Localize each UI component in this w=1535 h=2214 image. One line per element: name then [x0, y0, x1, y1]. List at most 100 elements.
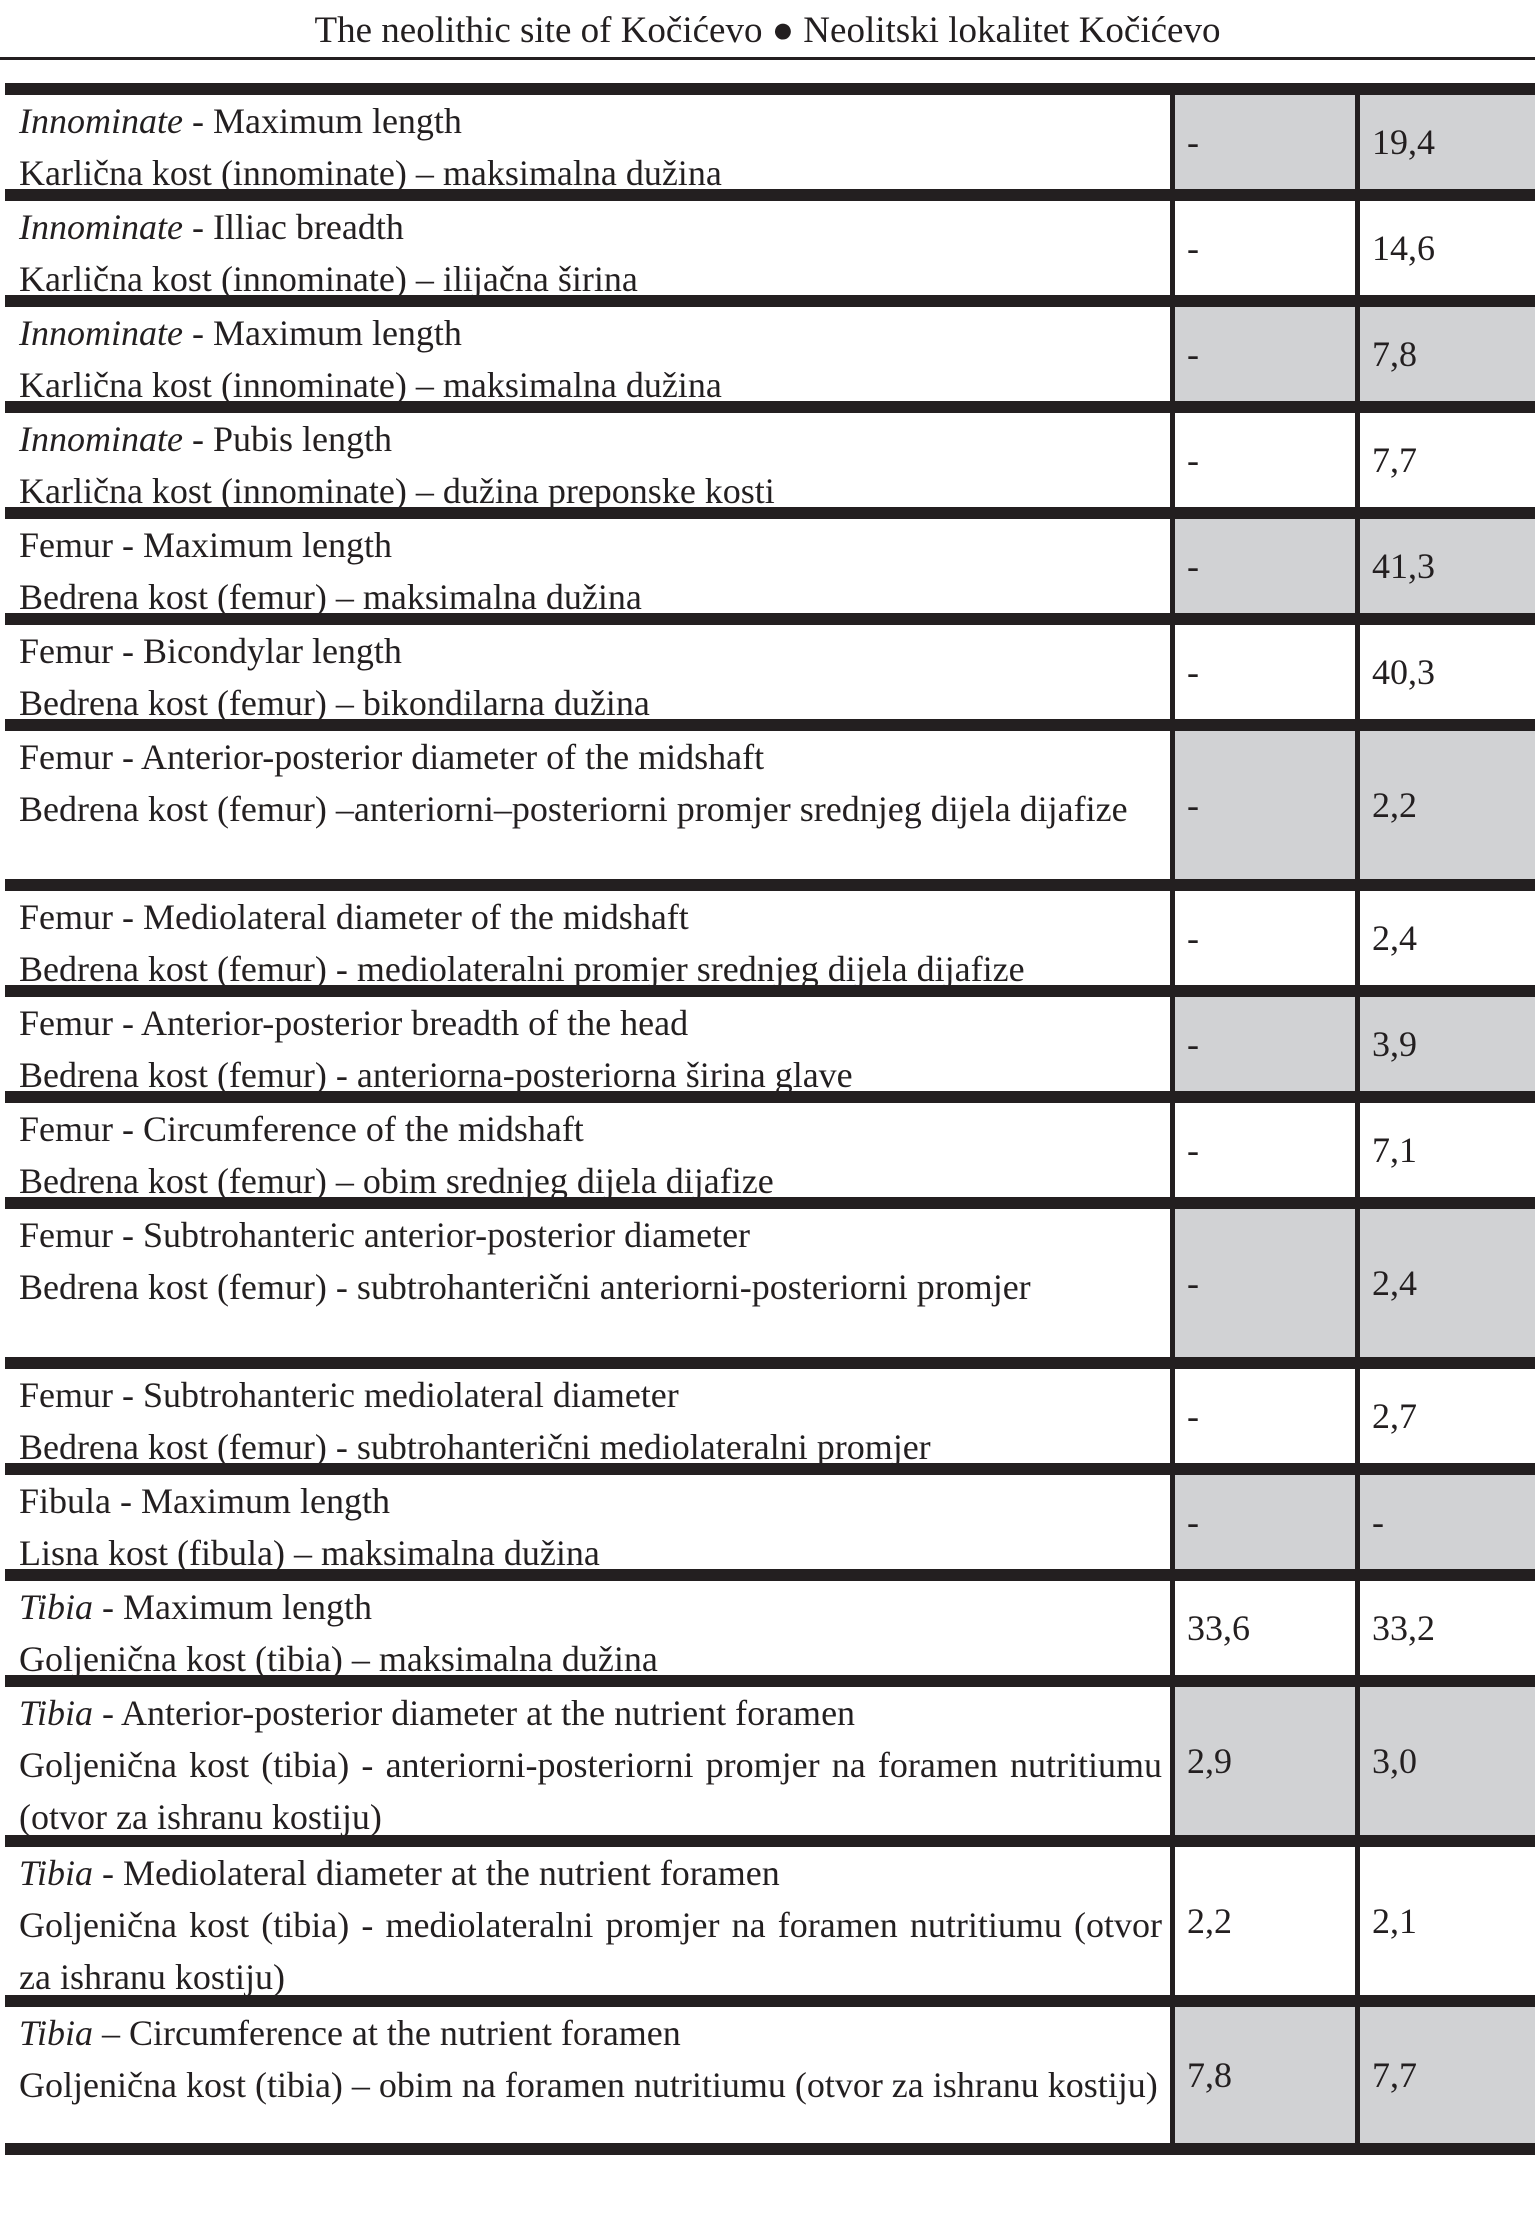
table-row: Tibia - Anterior-posterior diameter at t… — [5, 1675, 1535, 1835]
table-row: Femur - Mediolateral diameter of the mid… — [5, 879, 1535, 985]
measurement-en: – Circumference at the nutrient foramen — [93, 2013, 681, 2053]
value-1: - — [1175, 997, 1355, 1091]
value-1: 33,6 — [1187, 1608, 1250, 1648]
column-divider — [1355, 1369, 1360, 1463]
measurement-description: Femur - Maximum length Bedrena kost (femu… — [5, 519, 1170, 613]
table-row: Tibia – Circumference at the nutrient fo… — [5, 1995, 1535, 2155]
column-divider — [1355, 95, 1360, 189]
table-row: Femur - Subtrohanteric mediolateral diam… — [5, 1357, 1535, 1463]
measurement-description: Femur - Mediolateral diameter of the mid… — [5, 891, 1170, 985]
bone-name: Femur — [19, 897, 113, 937]
column-divider — [1170, 997, 1175, 1091]
bone-name: Femur — [19, 1375, 113, 1415]
measurement-sr: Bedrena kost (femur) –anteriorni–posteri… — [19, 789, 1128, 829]
measurement-sr: Karlična kost (innominate) – ilijačna ši… — [19, 259, 638, 295]
measurement-sr: Karlična kost (innominate) – maksimalna … — [19, 365, 722, 401]
measurement-description: Femur - Subtrohanteric mediolateral diam… — [5, 1369, 1170, 1463]
table-row: Tibia - Maximum length Goljenična kost (t… — [5, 1569, 1535, 1675]
value-1: - — [1187, 1130, 1199, 1170]
measurement-sr: Bedrena kost (femur) – obim srednjeg dij… — [19, 1161, 774, 1197]
measurement-description: Tibia – Circumference at the nutrient fo… — [5, 2007, 1170, 2143]
value-1: - — [1175, 519, 1355, 613]
value-2: 14,6 — [1372, 228, 1435, 268]
value-2: 40,3 — [1372, 652, 1435, 692]
value-2: 19,4 — [1360, 95, 1535, 189]
measurement-sr: Lisna kost (fibula) – maksimalna dužina — [19, 1533, 600, 1569]
table-row: Innominate - Maximum length Karlična kost… — [5, 295, 1535, 401]
measurement-en: - Circumference of the midshaft — [113, 1109, 584, 1149]
bone-name: Femur — [19, 631, 113, 671]
column-divider — [1170, 731, 1175, 879]
column-divider — [1355, 307, 1360, 401]
bone-name: Femur — [19, 1215, 113, 1255]
value-2: 7,1 — [1372, 1130, 1417, 1170]
measurement-en: - Maximum length — [113, 525, 392, 565]
bone-name: Tibia — [19, 1587, 94, 1627]
bone-name: Femur — [19, 525, 113, 565]
measurement-description: Innominate - Maximum length Karlična kost… — [5, 95, 1170, 189]
measurement-en: - Subtrohanteric mediolateral diameter — [113, 1375, 679, 1415]
measurement-description: Innominate - Maximum length Karlična kost… — [5, 307, 1170, 401]
measurement-description: Femur - Bicondylar length Bedrena kost (f… — [5, 625, 1170, 719]
measurement-description: Femur - Subtrohanteric anterior-posterio… — [5, 1209, 1170, 1357]
measurement-description: Femur - Anterior-posterior diameter of t… — [5, 731, 1170, 879]
measurement-description: Tibia - Anterior-posterior diameter at t… — [5, 1687, 1170, 1835]
column-divider — [1170, 1581, 1175, 1675]
measurement-en: - Illiac breadth — [182, 207, 404, 247]
value-1: - — [1175, 731, 1355, 879]
measurement-en: - Anterior-posterior diameter at the nut… — [93, 1693, 856, 1733]
measurement-sr: Karlična kost (innominate) – dužina prep… — [19, 471, 775, 507]
measurement-description: Innominate - Illiac breadth Karlična kost… — [5, 201, 1170, 295]
value-2: 33,2 — [1372, 1608, 1435, 1648]
column-divider — [1170, 625, 1175, 719]
bone-name: Tibia — [19, 1853, 94, 1893]
bone-name: Fibula — [19, 1481, 112, 1521]
column-divider — [1170, 519, 1175, 613]
value-1: - — [1175, 95, 1355, 189]
column-divider — [1170, 2007, 1175, 2143]
column-divider — [1355, 1209, 1360, 1357]
column-divider — [1170, 891, 1175, 985]
value-1: - — [1187, 1396, 1199, 1436]
value-2: 2,1 — [1372, 1901, 1417, 1941]
column-divider — [1355, 1847, 1360, 1995]
table-row: Femur - Anterior-posterior breadth of th… — [5, 985, 1535, 1091]
column-divider — [1170, 1687, 1175, 1835]
value-2: 3,9 — [1360, 997, 1535, 1091]
column-divider — [1355, 519, 1360, 613]
bone-name: Femur — [19, 1109, 113, 1149]
measurement-en: - Maximum length — [182, 101, 462, 141]
value-1: 2,9 — [1175, 1687, 1355, 1835]
measurements-table: Innominate - Maximum length Karlična kost… — [5, 83, 1535, 2155]
value-1: - — [1187, 228, 1199, 268]
measurement-description: Innominate - Pubis length Karlična kost (… — [5, 413, 1170, 507]
table-row: Femur - Subtrohanteric anterior-posterio… — [5, 1197, 1535, 1357]
value-2: 2,7 — [1372, 1396, 1417, 1436]
table-row: Innominate - Illiac breadth Karlična kost… — [5, 189, 1535, 295]
column-divider — [1170, 1847, 1175, 1995]
table-row: Femur - Bicondylar length Bedrena kost (f… — [5, 613, 1535, 719]
measurement-sr: Bedrena kost (femur) - subtrohanterični … — [19, 1427, 931, 1463]
bone-name: Innominate — [19, 207, 183, 247]
column-divider — [1170, 1475, 1175, 1569]
value-2: 2,4 — [1372, 918, 1417, 958]
value-2: - — [1360, 1475, 1535, 1569]
column-divider — [1170, 1209, 1175, 1357]
column-divider — [1355, 1475, 1360, 1569]
table-row: Femur - Maximum length Bedrena kost (femu… — [5, 507, 1535, 613]
measurement-sr: Bedrena kost (femur) – maksimalna dužina — [19, 577, 642, 613]
bone-name: Tibia — [19, 1693, 94, 1733]
bone-name: Innominate — [19, 101, 183, 141]
measurement-en: - Bicondylar length — [113, 631, 402, 671]
page-header-title: The neolithic site of Kočićevo ● Neolits… — [314, 10, 1221, 51]
measurement-en: - Pubis length — [182, 419, 392, 459]
bone-name: Femur — [19, 737, 113, 777]
column-divider — [1355, 625, 1360, 719]
measurement-en: - Anterior-posterior breadth of the head — [113, 1003, 689, 1043]
column-divider — [1355, 2007, 1360, 2143]
measurement-sr: Bedrena kost (femur) - mediolateralni pr… — [19, 949, 1025, 985]
column-divider — [1170, 1369, 1175, 1463]
value-1: - — [1187, 440, 1199, 480]
table-row: Fibula - Maximum length Lisna kost (fibul… — [5, 1463, 1535, 1569]
measurement-sr: Goljenična kost (tibia) - mediolateralni… — [19, 1905, 1162, 1995]
